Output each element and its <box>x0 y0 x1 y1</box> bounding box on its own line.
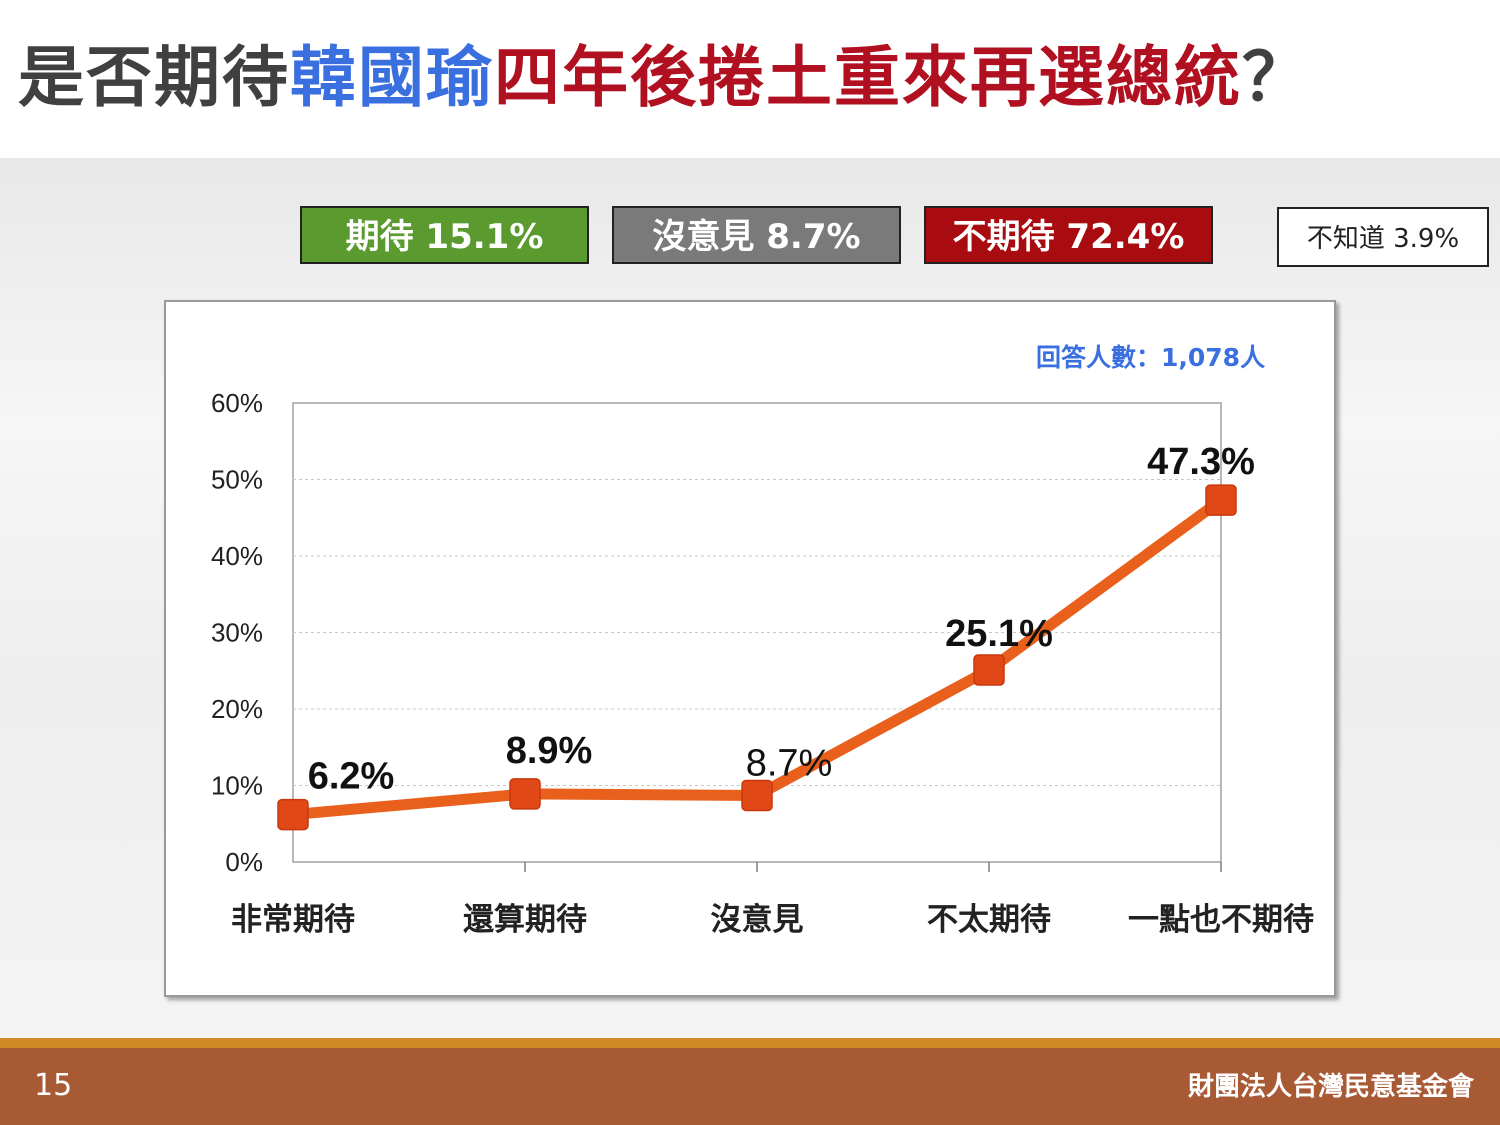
data-point-marker <box>741 779 773 812</box>
legend-box-expect: 期待 15.1% <box>300 206 589 264</box>
y-tick-label: 60% <box>211 388 263 418</box>
data-label: 47.3% <box>1147 441 1255 483</box>
y-tick-label: 20% <box>211 694 263 724</box>
respondent-count: 回答人數：1,078人 <box>1036 343 1266 372</box>
x-category-label: 一點也不期待 <box>1128 902 1314 938</box>
y-tick-label: 0% <box>225 847 263 877</box>
data-label: 25.1% <box>945 613 1053 655</box>
title-part-name: 韓國瑜 <box>290 39 494 116</box>
organization-name: 財團法人台灣民意基金會 <box>1187 1072 1474 1102</box>
data-point-marker <box>973 654 1005 686</box>
chart-panel <box>164 300 1336 997</box>
title-question-mark: ？ <box>1242 39 1310 116</box>
title-part-3: 四年後捲土重來再選總統 <box>494 39 1242 116</box>
footer-bar <box>0 1048 1500 1125</box>
title-bar: 是否期待韓國瑜四年後捲土重來再選總統？ <box>0 0 1500 158</box>
data-point-marker <box>277 798 309 831</box>
legend-box-dont-know: 不知道 3.9% <box>1277 207 1489 267</box>
y-tick-label: 30% <box>211 618 263 648</box>
data-label: 8.7% <box>746 742 833 784</box>
data-point-marker <box>509 778 541 810</box>
x-category-label: 還算期待 <box>463 902 587 938</box>
data-point-marker <box>1205 484 1237 516</box>
slide-title: 是否期待韓國瑜四年後捲土重來再選總統？ <box>18 38 1310 118</box>
legend-box-no-opinion: 沒意見 8.7% <box>612 206 901 264</box>
y-tick-label: 50% <box>211 465 263 495</box>
x-category-label: 不太期待 <box>927 902 1051 938</box>
legend-box-not-expect: 不期待 72.4% <box>924 206 1213 264</box>
x-category-label: 沒意見 <box>711 902 804 938</box>
footer-stripe <box>0 1038 1500 1048</box>
data-label: 6.2% <box>308 756 395 798</box>
title-part-1: 是否期待 <box>18 39 290 116</box>
x-category-label: 非常期待 <box>231 902 355 938</box>
data-label: 8.9% <box>506 730 593 772</box>
y-tick-label: 10% <box>211 771 263 801</box>
y-tick-label: 40% <box>211 541 263 571</box>
page-number: 15 <box>34 1068 73 1103</box>
